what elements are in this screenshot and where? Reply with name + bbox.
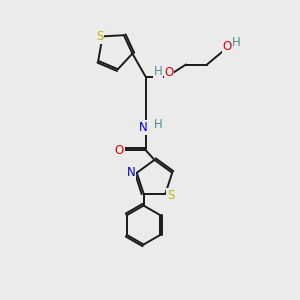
Text: H: H [154, 118, 163, 131]
Text: S: S [167, 188, 175, 202]
Text: N: N [127, 166, 136, 179]
Text: H: H [154, 64, 163, 78]
Text: O: O [223, 40, 232, 53]
Text: S: S [96, 30, 103, 43]
Text: H: H [232, 36, 241, 50]
Text: O: O [115, 143, 124, 157]
Text: O: O [164, 66, 173, 80]
Text: N: N [139, 121, 148, 134]
